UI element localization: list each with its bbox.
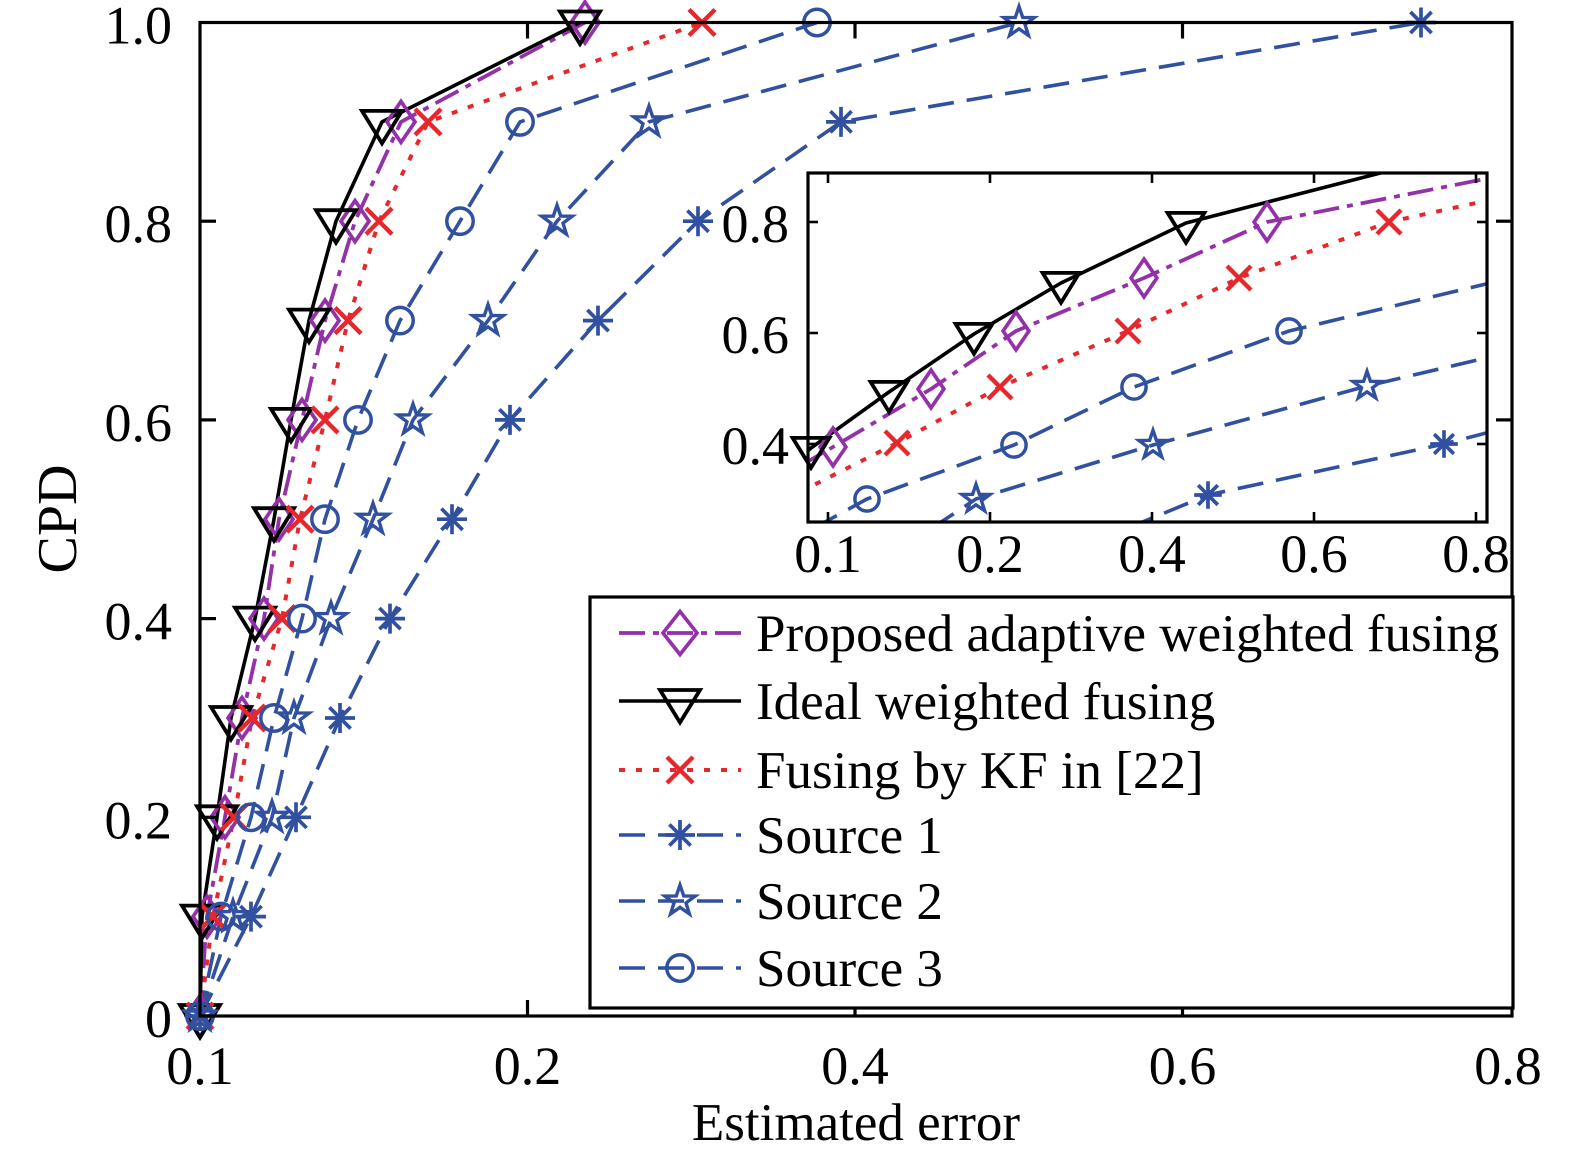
svg-text:Ideal weighted fusing: Ideal weighted fusing: [756, 673, 1215, 731]
svg-text:Source 3: Source 3: [756, 940, 943, 998]
svg-text:0.2: 0.2: [105, 790, 173, 850]
svg-text:0.2: 0.2: [494, 1036, 562, 1096]
svg-text:0.8: 0.8: [722, 194, 790, 254]
svg-text:0.8: 0.8: [105, 194, 173, 254]
svg-text:0.6: 0.6: [722, 305, 790, 365]
svg-text:0.1: 0.1: [166, 1036, 234, 1096]
svg-text:0.6: 0.6: [105, 393, 173, 453]
svg-text:CPD: CPD: [27, 465, 89, 574]
svg-text:0.1: 0.1: [794, 524, 862, 584]
svg-text:Source 1: Source 1: [756, 807, 943, 865]
svg-text:0.6: 0.6: [1149, 1036, 1217, 1096]
svg-text:0.4: 0.4: [105, 592, 173, 652]
svg-text:0.2: 0.2: [956, 524, 1024, 584]
svg-text:0.4: 0.4: [821, 1036, 889, 1096]
svg-text:0.8: 0.8: [1474, 1036, 1542, 1096]
svg-text:Fusing by KF in [22]: Fusing by KF in [22]: [756, 742, 1204, 800]
svg-text:1.0: 1.0: [105, 0, 173, 56]
svg-text:0.4: 0.4: [722, 416, 790, 476]
svg-text:0.8: 0.8: [1442, 524, 1510, 584]
svg-text:0.6: 0.6: [1280, 524, 1348, 584]
svg-text:Source 2: Source 2: [756, 873, 943, 931]
svg-text:0.4: 0.4: [1118, 524, 1186, 584]
svg-text:Proposed adaptive weighted fus: Proposed adaptive weighted fusing: [756, 605, 1499, 663]
svg-text:0: 0: [145, 989, 172, 1049]
svg-text:Estimated error: Estimated error: [692, 1094, 1021, 1152]
